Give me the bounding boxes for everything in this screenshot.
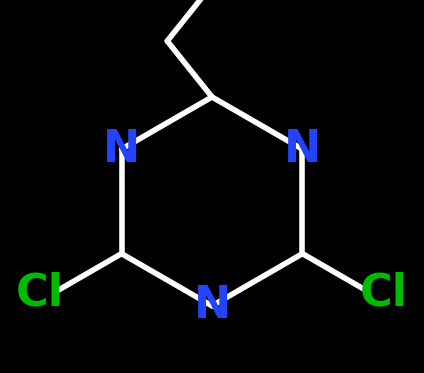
Text: N: N — [284, 128, 321, 171]
Text: N: N — [103, 128, 140, 171]
Text: Cl: Cl — [16, 271, 64, 314]
Text: Cl: Cl — [360, 271, 408, 314]
Text: N: N — [193, 284, 231, 327]
